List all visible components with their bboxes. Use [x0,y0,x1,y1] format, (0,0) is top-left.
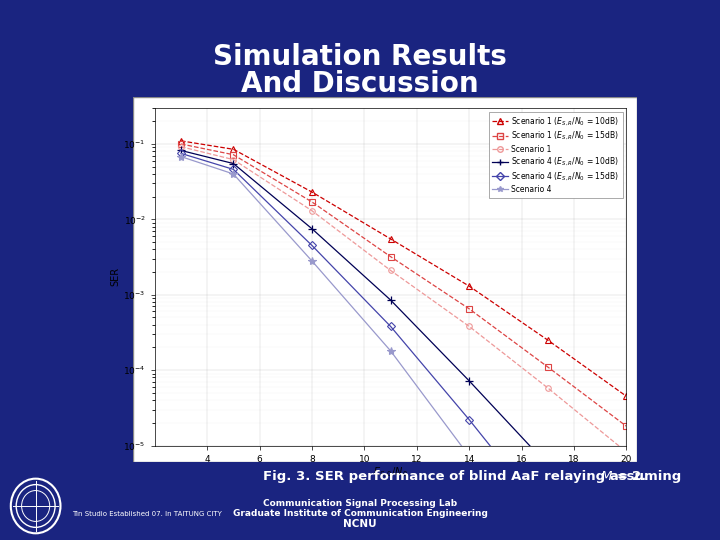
Legend: Scenario 1 ($E_{S,R}/N_0$ = 10dB), Scenario 1 ($E_{S,R}/N_0$ = 15dB), Scenario 1: Scenario 1 ($E_{S,R}/N_0$ = 10dB), Scena… [489,112,623,198]
Text: Fig. 3. SER performance of blind AaF relaying assuming: Fig. 3. SER performance of blind AaF rel… [263,470,685,483]
Y-axis label: SER: SER [111,267,120,286]
Text: Simulation Results: Simulation Results [213,43,507,71]
Text: Communication Signal Processing Lab: Communication Signal Processing Lab [263,499,457,508]
FancyBboxPatch shape [133,97,637,462]
X-axis label: $E_{S,0}/N_0$: $E_{S,0}/N_0$ [373,467,408,481]
Text: And Discussion: And Discussion [241,70,479,98]
Text: Tin Studio Established 07. In TAITUNG CITY: Tin Studio Established 07. In TAITUNG CI… [72,511,222,517]
Text: $\it{M}$ = 2.: $\it{M}$ = 2. [600,470,647,483]
Text: NCNU: NCNU [343,519,377,529]
Text: Graduate Institute of Communication Engineering: Graduate Institute of Communication Engi… [233,509,487,517]
